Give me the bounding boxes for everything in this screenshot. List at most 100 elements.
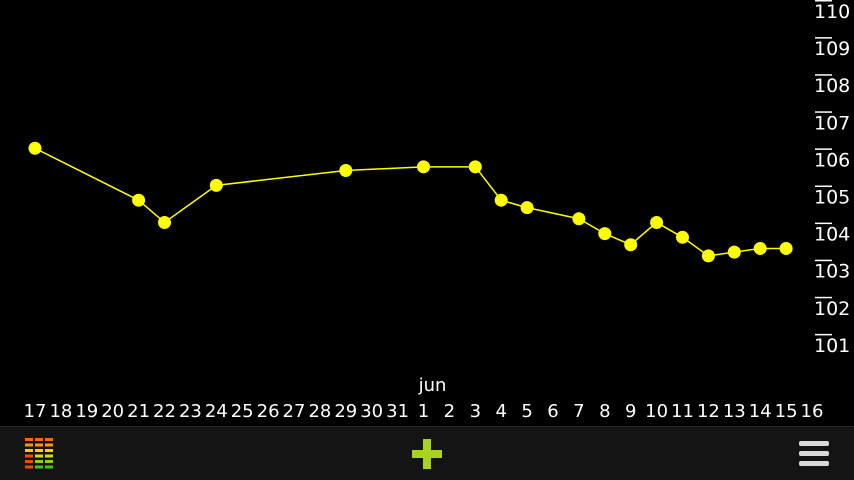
stats-icon-segment [35,443,43,446]
y-tick-mark [815,259,832,262]
x-tick-label: 28 [308,401,331,422]
stats-icon-segment [25,459,33,463]
data-point[interactable] [158,215,171,229]
stats-button[interactable] [14,427,66,480]
y-tick-mark [815,185,832,187]
x-tick-label: 17 [24,401,47,422]
y-tick-label: 102 [814,296,850,320]
data-point[interactable] [209,178,223,192]
data-point[interactable] [572,212,586,226]
svg-text:108: 108 [814,75,850,97]
data-point[interactable] [468,160,482,174]
x-tick-label: 20 [101,401,124,422]
x-tick-label: 4 [495,401,506,422]
x-tick-label: 6 [547,401,558,422]
svg-text:104: 104 [814,224,850,246]
svg-text:106: 106 [814,149,850,171]
y-tick-mark [815,0,832,2]
data-point[interactable] [650,215,664,229]
x-tick-label: 14 [749,401,772,422]
stats-icon-segment [25,454,33,457]
stats-icon-segment [45,437,53,441]
x-tick-label: 22 [153,401,176,422]
x-tick-label: 10 [645,401,668,422]
data-point[interactable] [624,238,638,252]
stats-icon-segment [25,437,33,441]
data-point[interactable] [701,249,715,263]
data-point[interactable] [28,141,42,155]
stats-icon-segment [35,454,43,457]
x-tick-label: 9 [625,401,636,422]
y-tick-mark [815,37,832,39]
data-point[interactable] [520,201,534,215]
x-tick-label: 7 [573,401,584,422]
data-point[interactable] [779,241,793,255]
data-point[interactable] [494,193,508,207]
menu-icon [799,440,829,466]
y-tick-label: 108 [814,74,850,97]
x-tick-label: 11 [671,401,694,422]
x-tick-label: 19 [75,401,98,422]
x-tick-label: 31 [386,401,409,422]
y-tick-label: 106 [814,148,850,171]
month-label: jun [418,375,447,396]
data-point[interactable] [727,245,741,259]
stats-bars-icon [25,437,53,468]
stats-icon-segment [45,454,53,457]
x-tick-label: 26 [257,401,280,422]
x-tick-label: 30 [360,401,383,422]
x-tick-label: 13 [723,401,746,422]
data-point[interactable] [598,227,612,241]
y-tick-mark [815,148,832,150]
x-tick-label: 21 [127,401,150,422]
svg-text:102: 102 [814,298,850,320]
add-entry-button[interactable] [400,427,454,480]
stats-icon-segment [25,443,33,446]
data-point[interactable] [132,193,146,207]
y-tick-label: 109 [814,37,850,60]
x-tick-label: 15 [775,401,798,422]
y-tick-label: 105 [814,185,850,209]
y-tick-label: 103 [814,259,850,283]
plus-icon [412,438,442,469]
y-tick-mark [815,74,832,76]
y-tick-label: 107 [814,111,850,134]
stats-icon-segment [35,465,43,468]
stats-icon-segment [35,437,43,441]
y-tick-label: 110 [814,0,850,23]
svg-text:105: 105 [814,187,850,209]
bottom-toolbar [0,426,854,480]
stats-icon-segment [45,459,53,463]
svg-text:103: 103 [814,261,850,283]
x-tick-label: 27 [283,401,306,422]
x-tick-label: 8 [599,401,610,422]
y-tick-label: 104 [814,222,850,246]
y-tick-label: 101 [814,333,850,357]
series-layer [28,141,793,263]
x-tick-label: 24 [205,401,228,422]
data-point[interactable] [753,241,767,255]
x-tick-label: 5 [521,401,532,422]
stats-icon-segment [45,448,53,452]
series-line [34,147,787,257]
data-point[interactable] [339,164,353,178]
svg-text:110: 110 [814,1,850,23]
y-tick-mark [815,111,832,113]
stats-icon-segment [35,448,43,452]
x-tick-label: 16 [801,401,824,422]
data-point[interactable] [417,160,430,174]
y-tick-mark [815,296,832,299]
x-tick-label: 12 [697,401,720,422]
menu-button[interactable] [788,427,840,480]
y-axis: 110 109 108 107 106 105 104 103 102 101 [814,0,850,357]
x-axis: 17 18 19 20 21 22 23 24 25 26 27 28 29 30 31 1 2 3 4 5 6 7 8 9 1… [24,375,824,422]
x-tick-label: 18 [49,401,72,422]
data-point[interactable] [676,230,689,244]
svg-text:101: 101 [814,335,850,357]
svg-text:107: 107 [814,112,850,134]
stats-icon-segment [45,465,53,468]
x-tick-label: 23 [179,401,202,422]
x-tick-label: 2 [444,401,455,422]
